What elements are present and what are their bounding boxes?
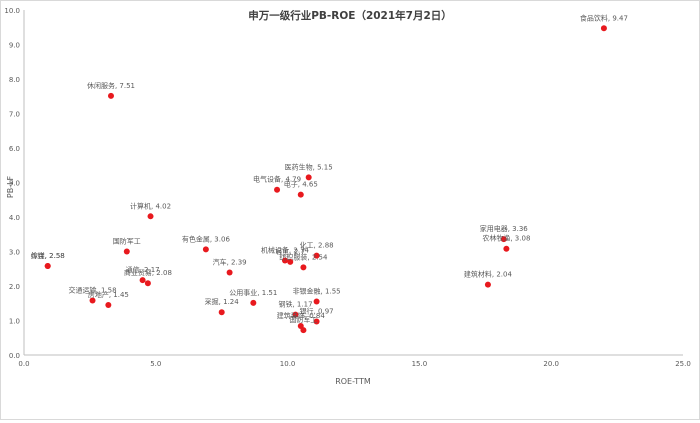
y-tick-label: 4.0 — [9, 214, 20, 222]
data-point — [300, 327, 307, 334]
x-axis-title: ROE-TTM — [335, 377, 371, 386]
axes — [23, 10, 683, 356]
data-point — [600, 25, 607, 32]
y-tick-label: 8.0 — [9, 76, 20, 84]
data-label: 医药生物, 5.15 — [285, 162, 333, 171]
data-point — [89, 297, 96, 304]
data-point — [105, 301, 112, 308]
y-tick-labels: 0.0 1.0 2.0 3.0 4.0 5.0 6.0 7.0 8.0 9.0 10.0 — [4, 7, 20, 360]
data-point — [250, 299, 257, 306]
chart-title: 申万一级行业PB-ROE（2021年7月2日） — [248, 9, 452, 22]
data-point — [123, 248, 130, 255]
data-label: 休闲服务, 7.51 — [87, 81, 135, 90]
data-label: 汽车, 2.39 — [213, 258, 247, 267]
data-label: 家用电器, 3.36 — [480, 224, 529, 233]
data-label: 交通运输, 1.58 — [69, 285, 117, 294]
y-axis-title: PB-LF — [6, 175, 15, 198]
y-tick-label: 7.0 — [9, 111, 20, 119]
y-tick-label: 6.0 — [9, 145, 20, 153]
y-tick-label: 3.0 — [9, 249, 20, 257]
data-label: 食品饮料, 9.47 — [580, 13, 628, 22]
data-label: 电子, 4.65 — [284, 180, 318, 189]
y-tick-label: 1.0 — [9, 318, 20, 326]
data-label: 电气设备, 4.79 — [253, 175, 301, 184]
data-point — [274, 186, 281, 193]
data-point — [503, 245, 510, 252]
y-tick-label: 10.0 — [4, 7, 20, 15]
data-point — [139, 277, 146, 284]
x-tick-labels: 0.0 5.0 10.0 15.0 20.0 25.0 — [18, 360, 690, 368]
data-point — [292, 311, 299, 318]
x-tick-label: 0.0 — [18, 360, 29, 368]
data-label: 国防军工 — [289, 315, 317, 324]
data-label: 采掘, 1.24 — [205, 297, 240, 306]
data-label: 房地产, 1.45 — [88, 290, 129, 299]
data-label: 国防军工 — [113, 237, 141, 246]
data-point — [287, 258, 294, 265]
data-point — [226, 269, 233, 276]
data-point — [484, 281, 491, 288]
x-tick-label: 25.0 — [675, 360, 691, 368]
data-label: 有色金属, 3.06 — [182, 234, 231, 243]
data-point — [218, 309, 225, 316]
data-label: 通信, 2.17 — [126, 265, 160, 274]
y-tick-label: 9.0 — [9, 42, 20, 50]
data-point — [147, 213, 154, 220]
data-label: 机械设备, 2.74 — [261, 245, 310, 254]
y-tick-label: 2.0 — [9, 283, 20, 291]
data-point — [44, 262, 51, 269]
x-tick-label: 15.0 — [412, 360, 428, 368]
data-point — [313, 318, 320, 325]
data-label: 建筑材料, 2.04 — [464, 270, 513, 279]
x-tick-label: 5.0 — [150, 360, 161, 368]
data-points — [44, 25, 607, 334]
data-point — [107, 92, 114, 99]
data-label: 计算机, 4.02 — [130, 201, 171, 210]
data-label: 综合, 2.58 — [31, 251, 65, 260]
data-label: 传媒, 2.58 — [31, 251, 65, 260]
x-tick-label: 20.0 — [543, 360, 559, 368]
data-point — [281, 257, 288, 264]
data-point — [300, 264, 307, 271]
data-point — [313, 252, 320, 259]
data-point — [500, 236, 507, 243]
data-point — [144, 280, 151, 287]
data-label: 商业贸易, 2.08 — [124, 268, 172, 277]
data-label: 农林牧渔, 3.08 — [482, 234, 530, 243]
y-tick-label: 5.0 — [9, 180, 20, 188]
data-point — [202, 246, 209, 253]
data-label: 公用事业, 1.51 — [229, 288, 277, 297]
data-label: 钢铁, 1.17 — [278, 300, 312, 309]
data-label: 银行, 0.97 — [300, 307, 334, 316]
data-point — [297, 191, 304, 198]
data-point — [313, 298, 320, 305]
data-labels: 食品饮料, 9.47 休闲服务, 7.51 医药生物, 5.15 电气设备, 4.79… — [31, 13, 628, 324]
data-point — [305, 174, 312, 181]
data-label: 化工, 2.88 — [300, 241, 334, 250]
data-label: 非银金融, 1.55 — [293, 287, 341, 296]
data-label: 纺织服装, 2.54 — [279, 252, 328, 261]
data-label: 建筑装饰, 0.84 — [277, 311, 326, 320]
x-tick-label: 10.0 — [280, 360, 296, 368]
y-tick-label: 0.0 — [9, 352, 20, 360]
data-label: 轻工, 2.7 — [275, 247, 305, 256]
